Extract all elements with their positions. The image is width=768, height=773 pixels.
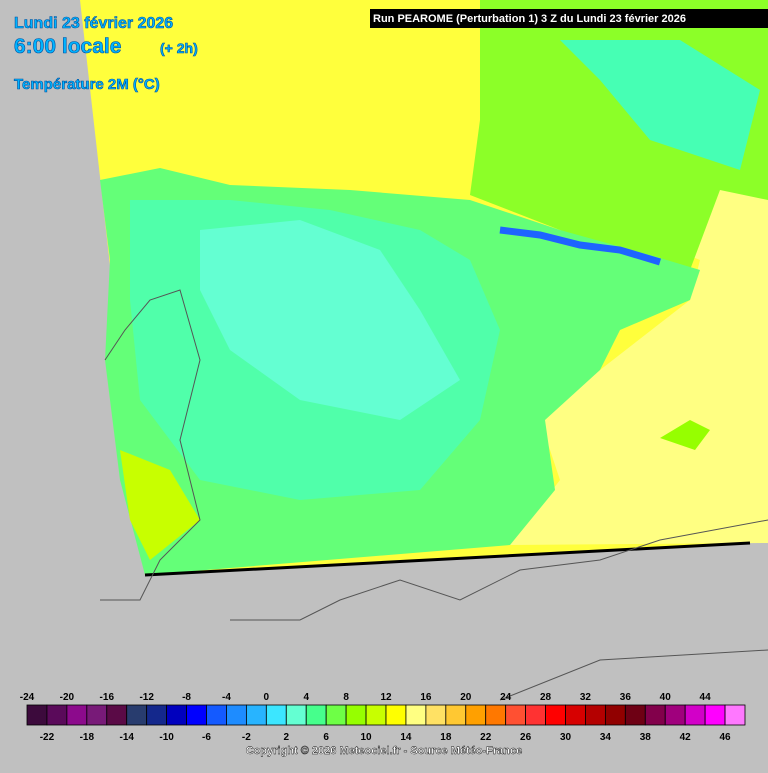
- legend-swatch: [445, 704, 467, 726]
- legend-label: 16: [420, 692, 432, 703]
- legend-swatch: [305, 704, 327, 726]
- legend-label: 12: [380, 692, 392, 703]
- legend-swatch: [166, 704, 187, 726]
- legend-label: 10: [360, 732, 372, 743]
- legend-swatch: [485, 704, 507, 726]
- legend-swatch: [265, 704, 287, 726]
- run-box: [370, 9, 768, 28]
- legend-label: 46: [719, 732, 731, 743]
- legend-label: 30: [560, 732, 572, 743]
- legend-label: 24: [500, 692, 512, 703]
- legend-swatch: [585, 704, 606, 726]
- legend-swatch: [385, 704, 407, 726]
- france-cold: [560, 40, 760, 170]
- legend-swatch: [245, 704, 267, 726]
- legend-swatch: [664, 704, 686, 726]
- legend-swatch: [525, 704, 546, 726]
- legend-swatch: [505, 704, 527, 726]
- legend-swatch: [604, 704, 626, 726]
- legend-label: 22: [480, 732, 492, 743]
- borders: [100, 289, 768, 701]
- legend-swatch: [565, 704, 586, 726]
- legend-label: 42: [680, 732, 692, 743]
- legend-label: 38: [640, 732, 652, 743]
- legend-label: 40: [660, 692, 672, 703]
- legend-swatch: [724, 704, 746, 726]
- legend-label: 44: [700, 692, 712, 703]
- legend-swatch: [126, 704, 148, 726]
- legend-swatch: [465, 704, 487, 726]
- pyrenees: [499, 226, 662, 266]
- legend-swatch: [684, 704, 706, 726]
- copyright: Copyright © 2026 Meteociel.fr - Source M…: [246, 745, 522, 757]
- legend-label: 28: [540, 692, 552, 703]
- legend-swatch: [345, 704, 367, 726]
- legend-swatch: [365, 704, 387, 726]
- legend-swatch: [325, 704, 347, 726]
- legend-swatch: [545, 704, 566, 726]
- legend-swatch: [186, 704, 207, 726]
- domain-edge: [144, 541, 751, 577]
- legend-label: -8: [182, 692, 191, 703]
- legend-swatch: [644, 704, 666, 726]
- legend-swatch: [26, 704, 48, 726]
- legend-label: 2: [283, 732, 289, 743]
- legend-label: -20: [60, 692, 75, 703]
- legend-label: 32: [580, 692, 592, 703]
- legend-label: -6: [202, 732, 211, 743]
- legend-label: 26: [520, 732, 532, 743]
- legend-swatch: [226, 704, 247, 726]
- legend-swatch: [206, 704, 227, 726]
- legend-swatch: [425, 704, 447, 726]
- legend-label: -12: [139, 692, 154, 703]
- date: Lundi 23 février 2026: [14, 15, 173, 32]
- legend-label: 4: [303, 692, 309, 703]
- legend-label: -22: [40, 732, 55, 743]
- legend: -24 -20 -16 -12 -8 -4 0 4 8 12 16 20 24 28 32 36 40 44-22…: [20, 692, 746, 743]
- time: 6:00 locale: [14, 35, 121, 58]
- legend-label: -2: [242, 732, 251, 743]
- offset: (+ 2h): [160, 40, 198, 56]
- legend-label: 8: [343, 692, 349, 703]
- cold-core: [200, 220, 460, 420]
- legend-swatch: [146, 704, 168, 726]
- legend-swatch: [106, 704, 128, 726]
- legend-swatch: [66, 704, 88, 726]
- legend-swatch: [624, 704, 646, 726]
- run-label: Run PEAROME (Perturbation 1) 3 Z du Lund…: [373, 13, 686, 25]
- south-west: [120, 450, 200, 560]
- legend-swatch: [86, 704, 108, 726]
- legend-label: 0: [264, 692, 270, 703]
- parameter: Température 2M (°C): [14, 76, 160, 93]
- legend-label: 6: [323, 732, 329, 743]
- legend-swatch: [46, 704, 68, 726]
- legend-label: -14: [119, 732, 134, 743]
- legend-label: 36: [620, 692, 632, 703]
- legend-swatch: [405, 704, 427, 726]
- legend-label: 34: [600, 732, 612, 743]
- legend-label: 18: [440, 732, 452, 743]
- legend-label: -16: [100, 692, 115, 703]
- legend-swatch: [704, 704, 726, 726]
- legend-label: 14: [400, 732, 412, 743]
- mallorca: [660, 420, 710, 450]
- legend-label: -4: [222, 692, 231, 703]
- legend-label: 20: [460, 692, 472, 703]
- legend-label: -18: [80, 732, 95, 743]
- legend-swatch: [285, 704, 307, 726]
- legend-label: -24: [20, 692, 35, 703]
- legend-label: -10: [159, 732, 174, 743]
